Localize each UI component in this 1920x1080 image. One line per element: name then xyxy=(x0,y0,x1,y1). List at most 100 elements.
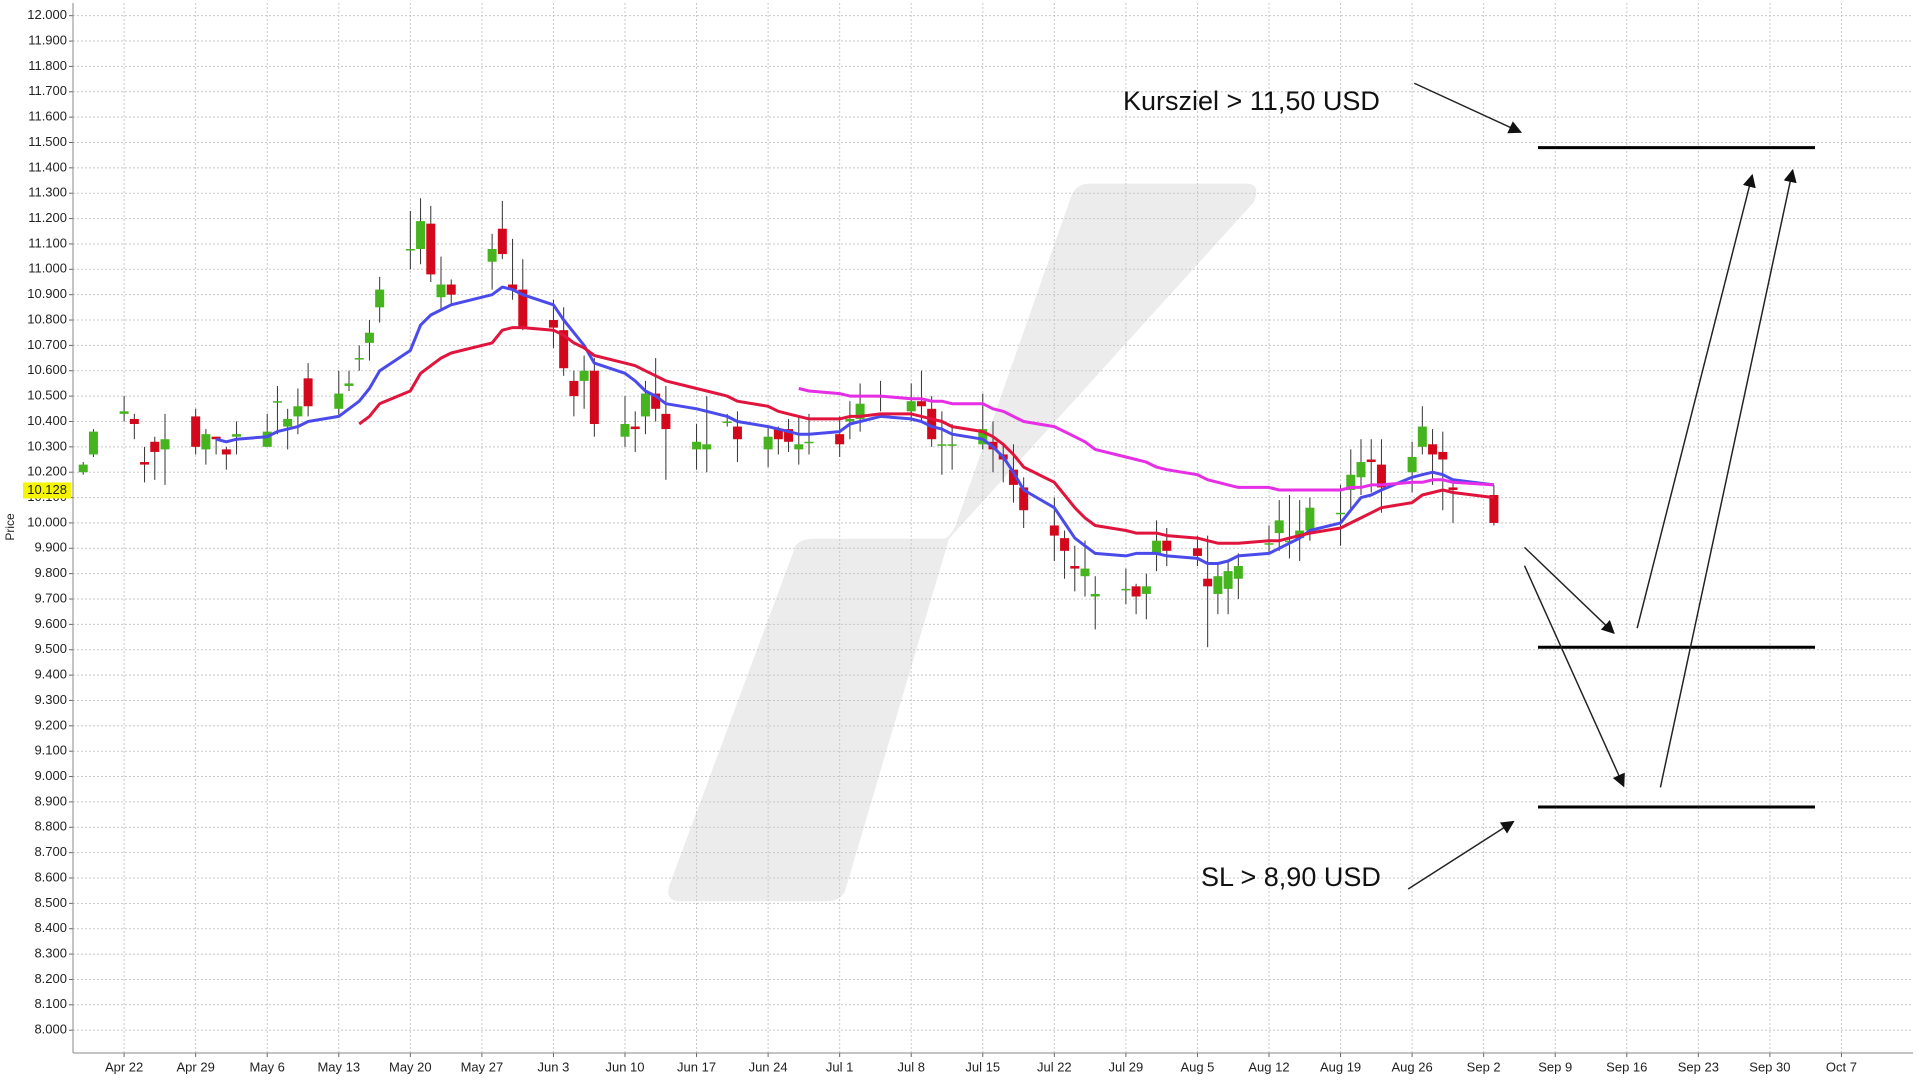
y-tick-label: 10.700 xyxy=(27,337,67,352)
watermark xyxy=(668,183,1257,902)
candle-body xyxy=(579,370,589,381)
y-tick-label: 10.600 xyxy=(27,362,67,377)
x-tick-label: Aug 19 xyxy=(1320,1059,1361,1074)
candle-body xyxy=(405,249,415,251)
candle-body xyxy=(620,424,630,437)
candle-body xyxy=(416,221,426,250)
candle-body xyxy=(1162,540,1172,551)
candle-body xyxy=(221,449,231,455)
x-tick-label: Jul 29 xyxy=(1109,1059,1144,1074)
candle-body xyxy=(1356,462,1366,478)
last-price-box xyxy=(23,482,71,499)
x-tick-label: Jun 17 xyxy=(677,1059,716,1074)
y-tick-label: 8.500 xyxy=(34,895,67,910)
y-tick-label: 11.700 xyxy=(28,83,67,98)
y-tick-label: 11.900 xyxy=(28,32,67,47)
x-tick-label: May 20 xyxy=(389,1059,432,1074)
x-tick-label: Sep 16 xyxy=(1606,1059,1647,1074)
candle-body xyxy=(1070,566,1080,569)
candle-body xyxy=(773,429,783,440)
y-tick-label: 8.800 xyxy=(34,819,67,834)
candle-body xyxy=(303,378,313,407)
y-tick-label: 9.000 xyxy=(34,768,67,783)
x-tick-label: Jun 24 xyxy=(749,1059,788,1074)
x-tick-label: Jul 8 xyxy=(897,1059,924,1074)
candle-body xyxy=(722,421,732,423)
candle-body xyxy=(1019,487,1029,511)
candle-body xyxy=(559,330,569,369)
candle-body xyxy=(508,284,518,290)
candle-body xyxy=(1376,464,1386,488)
candle-body xyxy=(794,444,804,450)
arrow xyxy=(1523,565,1625,788)
candle-body xyxy=(487,249,497,262)
candle-body xyxy=(232,434,242,437)
candle-body xyxy=(978,429,988,445)
arrow xyxy=(1659,168,1797,788)
candle-body xyxy=(334,393,344,409)
candle-body xyxy=(211,436,221,440)
candle-body xyxy=(191,416,201,447)
candle-body xyxy=(375,289,385,308)
candle-body xyxy=(732,426,742,440)
x-tick-label: Sep 23 xyxy=(1678,1059,1719,1074)
y-tick-label: 10.800 xyxy=(27,311,67,326)
candle-body xyxy=(1366,459,1376,463)
candle-body xyxy=(845,418,855,422)
arrow xyxy=(1636,173,1756,629)
y-tick-label: 9.500 xyxy=(34,641,67,656)
candle-body xyxy=(129,418,139,425)
annotation: SL > 8,90 USD xyxy=(1201,862,1381,892)
y-tick-label: 9.900 xyxy=(34,540,67,555)
candle-body xyxy=(1203,578,1213,587)
x-tick-label: May 27 xyxy=(461,1059,504,1074)
arrow xyxy=(1413,82,1523,134)
y-tick-label: 8.400 xyxy=(34,920,67,935)
candle-body xyxy=(354,358,364,360)
candle-body xyxy=(1417,426,1427,447)
candle-body xyxy=(150,441,160,452)
y-tick-label: 8.900 xyxy=(34,793,67,808)
moving-average-line xyxy=(215,285,1495,565)
x-tick-label: Jul 22 xyxy=(1037,1059,1072,1074)
x-tick-label: Sep 2 xyxy=(1467,1059,1501,1074)
candle-body xyxy=(702,444,712,450)
x-tick-label: Jun 10 xyxy=(605,1059,644,1074)
x-tick-label: Apr 22 xyxy=(105,1059,143,1074)
candle-body xyxy=(1008,469,1018,485)
candle-body xyxy=(518,289,528,328)
y-tick-label: 8.200 xyxy=(34,971,67,986)
candle-body xyxy=(692,441,702,450)
x-tick-label: Sep 30 xyxy=(1749,1059,1790,1074)
candle-body xyxy=(947,444,957,446)
y-tick-label: 10.000 xyxy=(27,514,67,529)
y-tick-label: 11.500 xyxy=(28,134,67,149)
y-tick-label: 10.500 xyxy=(27,388,67,403)
candle-body xyxy=(1407,456,1417,473)
candle-body xyxy=(1336,512,1346,515)
x-tick-label: Oct 7 xyxy=(1826,1059,1857,1074)
arrow xyxy=(1407,820,1515,890)
y-tick-label: 11.600 xyxy=(28,109,67,124)
candle-body xyxy=(1489,495,1499,523)
y-tick-label: 8.600 xyxy=(34,869,67,884)
y-tick-label: 11.300 xyxy=(28,185,67,200)
x-tick-label: Sep 9 xyxy=(1538,1059,1572,1074)
x-tick-label: Jun 3 xyxy=(538,1059,570,1074)
candle-body xyxy=(497,228,507,255)
candle-body xyxy=(640,393,650,417)
candle-body xyxy=(1264,543,1274,545)
x-tick-label: Aug 26 xyxy=(1392,1059,1433,1074)
candle-body xyxy=(1141,586,1151,594)
candle-body xyxy=(661,413,671,430)
candle-body xyxy=(1284,540,1294,543)
x-tick-label: Aug 12 xyxy=(1248,1059,1289,1074)
candle-body xyxy=(140,462,150,465)
candle-body xyxy=(569,380,579,397)
candle-body xyxy=(1346,474,1356,490)
candle-body xyxy=(784,429,794,442)
y-tick-label: 9.300 xyxy=(34,692,67,707)
candle-body xyxy=(927,408,937,440)
